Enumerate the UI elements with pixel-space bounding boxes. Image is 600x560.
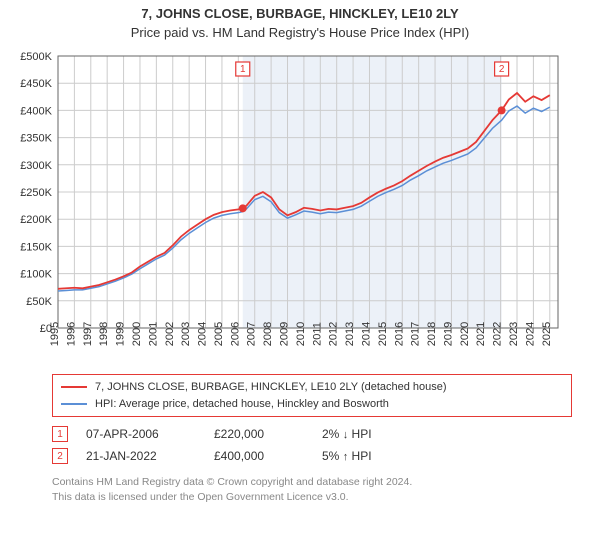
svg-text:£250K: £250K xyxy=(20,187,52,199)
page-title-1: 7, JOHNS CLOSE, BURBAGE, HINCKLEY, LE10 … xyxy=(0,6,600,21)
svg-text:£500K: £500K xyxy=(20,51,52,63)
sale-vs-hpi: 5% ↑ HPI xyxy=(322,449,422,463)
svg-text:2011: 2011 xyxy=(311,322,323,346)
svg-text:2022: 2022 xyxy=(492,322,504,346)
svg-text:2021: 2021 xyxy=(475,322,487,346)
svg-text:1998: 1998 xyxy=(98,322,110,346)
svg-text:£450K: £450K xyxy=(20,78,52,90)
page-title-2: Price paid vs. HM Land Registry's House … xyxy=(0,25,600,40)
sale-price: £220,000 xyxy=(214,427,304,441)
sale-date: 07-APR-2006 xyxy=(86,427,196,441)
svg-text:2003: 2003 xyxy=(180,322,192,346)
svg-text:2005: 2005 xyxy=(213,322,225,346)
sale-row: 1 07-APR-2006 £220,000 2% ↓ HPI xyxy=(52,423,572,445)
sale-marker-box: 1 xyxy=(52,426,68,442)
svg-text:2017: 2017 xyxy=(410,322,422,346)
svg-text:2001: 2001 xyxy=(147,322,159,346)
svg-text:2008: 2008 xyxy=(262,322,274,346)
svg-text:2007: 2007 xyxy=(246,322,258,346)
svg-text:2020: 2020 xyxy=(459,322,471,346)
svg-text:2012: 2012 xyxy=(328,322,340,346)
sale-date: 21-JAN-2022 xyxy=(86,449,196,463)
legend-box: 7, JOHNS CLOSE, BURBAGE, HINCKLEY, LE10 … xyxy=(52,374,572,417)
svg-text:£350K: £350K xyxy=(20,133,52,145)
svg-text:2000: 2000 xyxy=(131,322,143,346)
svg-text:£150K: £150K xyxy=(20,241,52,253)
price-chart: £0£50K£100K£150K£200K£250K£300K£350K£400… xyxy=(10,48,570,368)
legend-label: 7, JOHNS CLOSE, BURBAGE, HINCKLEY, LE10 … xyxy=(95,379,447,396)
svg-text:2002: 2002 xyxy=(164,322,176,346)
footer-line-1: Contains HM Land Registry data © Crown c… xyxy=(52,475,572,490)
svg-text:1996: 1996 xyxy=(65,322,77,346)
footer-line-2: This data is licensed under the Open Gov… xyxy=(52,490,572,505)
sale-marker-box: 2 xyxy=(52,448,68,464)
sale-price: £400,000 xyxy=(214,449,304,463)
sale-row: 2 21-JAN-2022 £400,000 5% ↑ HPI xyxy=(52,445,572,467)
svg-text:2018: 2018 xyxy=(426,322,438,346)
svg-text:2016: 2016 xyxy=(393,322,405,346)
legend-label: HPI: Average price, detached house, Hinc… xyxy=(95,396,389,413)
svg-text:2009: 2009 xyxy=(279,322,291,346)
svg-text:2006: 2006 xyxy=(229,322,241,346)
svg-text:1999: 1999 xyxy=(115,322,127,346)
legend-row: HPI: Average price, detached house, Hinc… xyxy=(61,396,563,413)
svg-text:£400K: £400K xyxy=(20,105,52,117)
svg-text:£200K: £200K xyxy=(20,214,52,226)
svg-text:2: 2 xyxy=(499,64,505,75)
svg-text:2015: 2015 xyxy=(377,322,389,346)
svg-text:2025: 2025 xyxy=(541,322,553,346)
chart-container: £0£50K£100K£150K£200K£250K£300K£350K£400… xyxy=(10,48,590,368)
svg-text:1995: 1995 xyxy=(49,322,61,346)
sale-vs-hpi: 2% ↓ HPI xyxy=(322,427,422,441)
svg-text:£50K: £50K xyxy=(26,296,52,308)
svg-text:1: 1 xyxy=(240,64,246,75)
svg-text:2004: 2004 xyxy=(197,322,209,346)
svg-text:£300K: £300K xyxy=(20,160,52,172)
svg-text:£100K: £100K xyxy=(20,269,52,281)
legend-swatch xyxy=(61,386,87,388)
svg-text:2014: 2014 xyxy=(360,322,372,346)
legend-row: 7, JOHNS CLOSE, BURBAGE, HINCKLEY, LE10 … xyxy=(61,379,563,396)
svg-text:1997: 1997 xyxy=(82,322,94,346)
footer-attribution: Contains HM Land Registry data © Crown c… xyxy=(52,475,572,504)
svg-text:2019: 2019 xyxy=(442,322,454,346)
svg-text:2024: 2024 xyxy=(524,322,536,346)
legend-swatch xyxy=(61,403,87,405)
sales-table: 1 07-APR-2006 £220,000 2% ↓ HPI 2 21-JAN-2022… xyxy=(52,423,572,467)
svg-text:2010: 2010 xyxy=(295,322,307,346)
title-block: 7, JOHNS CLOSE, BURBAGE, HINCKLEY, LE10 … xyxy=(0,0,600,40)
svg-text:2023: 2023 xyxy=(508,322,520,346)
svg-text:2013: 2013 xyxy=(344,322,356,346)
